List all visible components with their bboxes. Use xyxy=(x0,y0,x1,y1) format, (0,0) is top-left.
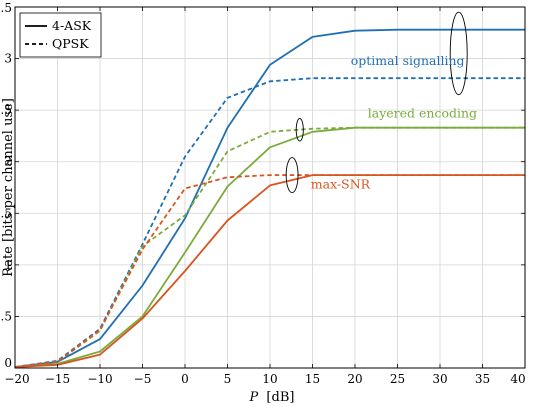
x-tick-label: −15 xyxy=(45,372,70,386)
x-tick-label: −10 xyxy=(87,372,112,386)
y-tick-label: 3 xyxy=(4,52,12,66)
x-tick-label: 25 xyxy=(390,372,405,386)
y-tick-label: 1.5 xyxy=(0,206,12,220)
x-axis-label-unit: [dB] xyxy=(266,390,294,405)
series-line-layered-encoding-dashed xyxy=(14,126,525,368)
x-tick-label: −5 xyxy=(134,372,152,386)
x-tick-label: 0 xyxy=(181,372,189,386)
series-lines xyxy=(14,28,525,368)
annotation-label: max-SNR xyxy=(311,177,371,192)
legend-box xyxy=(19,12,102,58)
annotation-ellipse xyxy=(285,157,299,194)
annotation-ellipse xyxy=(295,117,304,142)
y-tick-label: 0 xyxy=(4,356,12,370)
y-tick-label: 2.5 xyxy=(0,103,12,117)
grid-lines xyxy=(15,7,525,368)
x-tick-label: 30 xyxy=(432,372,447,386)
x-axis-label-variable: P xyxy=(249,390,259,405)
annotation-label: layered encoding xyxy=(368,105,477,120)
x-tick-label: −20 xyxy=(4,372,29,386)
x-tick-label: 10 xyxy=(262,372,277,386)
annotation-ellipses xyxy=(285,11,468,194)
x-tick-label: 5 xyxy=(224,372,232,386)
series-line-optimal-signalling-dashed xyxy=(14,77,525,368)
x-tick-label: 35 xyxy=(475,372,490,386)
x-axis-label: P [dB] xyxy=(249,390,295,405)
y-tick-label: 1 xyxy=(4,258,12,272)
legend-label-4ask: 4-ASK xyxy=(52,18,92,33)
annotation-label: optimal signalling xyxy=(351,53,465,68)
x-tick-label: 20 xyxy=(347,372,362,386)
legend-label-qpsk: QPSK xyxy=(52,36,89,51)
y-axis-label: Rate [bits per channel use] xyxy=(1,98,16,277)
x-tick-label: 15 xyxy=(305,372,320,386)
y-tick-label: 3.5 xyxy=(0,1,12,15)
x-tick-label: 40 xyxy=(510,372,525,386)
axis-ticks: −20 −15 −10 −5 0 5 10 15 20 25 30 35 40 0 0.5 1 1.5 2 2.5 3… xyxy=(0,1,526,386)
y-tick-label: 2 xyxy=(4,155,12,169)
legend: 4-ASK QPSK xyxy=(19,12,102,58)
y-tick-label: 0.5 xyxy=(0,309,12,323)
series-line-max-snr-dashed xyxy=(14,174,525,368)
annotation-ellipse xyxy=(449,11,468,96)
series-line-optimal-signalling-solid xyxy=(14,28,525,368)
series-annotations: optimal signalling layered encoding max-SN… xyxy=(311,53,477,192)
